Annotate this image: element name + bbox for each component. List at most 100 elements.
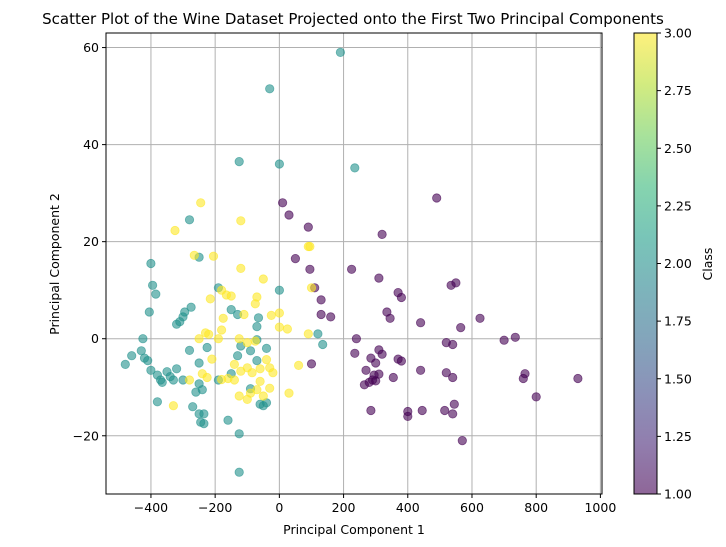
data-point-class-3 bbox=[194, 334, 204, 344]
data-point-class-3 bbox=[274, 308, 284, 318]
data-point-class-1 bbox=[415, 365, 426, 375]
data-point-class-3 bbox=[250, 336, 260, 346]
data-point-class-1 bbox=[364, 377, 374, 387]
data-point-class-1 bbox=[374, 273, 384, 283]
data-point-class-2 bbox=[157, 377, 167, 387]
data-point-class-2 bbox=[168, 375, 178, 385]
data-point-class-1 bbox=[346, 264, 357, 274]
colorbar-tick-label: 2.00 bbox=[664, 256, 692, 271]
colorbar-fill bbox=[634, 33, 657, 494]
data-point-class-2 bbox=[146, 258, 156, 269]
data-point-class-2 bbox=[199, 418, 209, 429]
data-point-class-3 bbox=[226, 291, 236, 301]
data-point-class-2 bbox=[146, 365, 156, 375]
data-point-class-1 bbox=[531, 392, 541, 402]
data-point-class-2 bbox=[223, 415, 233, 425]
x-tick-label: 800 bbox=[524, 500, 548, 515]
data-point-class-1 bbox=[277, 198, 288, 208]
data-point-class-1 bbox=[448, 372, 458, 383]
data-point-class-2 bbox=[162, 367, 172, 377]
data-point-class-1 bbox=[432, 193, 442, 203]
data-point-class-1 bbox=[377, 229, 387, 239]
data-point-class-2 bbox=[184, 345, 195, 355]
grid-lines bbox=[106, 33, 602, 494]
data-point-class-1 bbox=[371, 358, 381, 368]
data-point-class-1 bbox=[518, 373, 528, 384]
data-point-class-3 bbox=[242, 337, 252, 348]
data-point-class-2 bbox=[184, 215, 195, 225]
data-point-class-1 bbox=[350, 348, 360, 358]
data-point-class-1 bbox=[449, 399, 459, 409]
data-points bbox=[120, 47, 583, 477]
data-point-class-3 bbox=[202, 372, 212, 383]
data-point-class-3 bbox=[303, 329, 313, 339]
y-tick-label: −20 bbox=[73, 428, 99, 443]
y-axis-label: Principal Component 2 bbox=[47, 193, 62, 335]
data-point-class-1 bbox=[284, 210, 294, 220]
data-point-class-2 bbox=[151, 289, 161, 299]
colorbar-tick-label: 2.75 bbox=[664, 83, 692, 98]
data-point-class-1 bbox=[385, 313, 395, 323]
data-point-class-1 bbox=[457, 435, 467, 446]
data-point-class-2 bbox=[120, 359, 130, 369]
data-point-class-1 bbox=[499, 335, 509, 345]
data-point-class-2 bbox=[261, 343, 272, 353]
data-point-class-3 bbox=[284, 388, 294, 398]
data-point-class-3 bbox=[265, 383, 275, 393]
data-point-class-3 bbox=[205, 294, 215, 304]
data-point-class-1 bbox=[366, 405, 376, 416]
data-point-class-2 bbox=[274, 159, 284, 169]
chart-title: Scatter Plot of the Wine Dataset Project… bbox=[42, 10, 664, 28]
x-tick-label: −400 bbox=[134, 500, 168, 515]
data-point-class-2 bbox=[138, 334, 148, 344]
data-point-class-3 bbox=[204, 329, 214, 339]
colorbar-tick-label: 1.00 bbox=[664, 487, 692, 502]
colorbar-label: Class bbox=[700, 248, 715, 281]
data-point-class-1 bbox=[361, 365, 371, 375]
data-point-class-3 bbox=[218, 313, 228, 323]
data-point-class-3 bbox=[252, 385, 262, 395]
data-point-class-3 bbox=[207, 354, 217, 364]
x-tick-label: −200 bbox=[198, 500, 232, 515]
data-point-class-1 bbox=[415, 318, 426, 328]
colorbar-tick-label: 1.75 bbox=[664, 314, 692, 329]
data-point-class-2 bbox=[313, 329, 323, 339]
data-point-class-1 bbox=[377, 349, 387, 359]
data-point-class-2 bbox=[234, 429, 244, 439]
data-point-class-2 bbox=[318, 339, 328, 350]
y-tick-label: 20 bbox=[83, 234, 99, 249]
x-tick-label: 0 bbox=[275, 500, 283, 515]
colorbar-tick-label: 3.00 bbox=[664, 26, 692, 41]
x-tick-label: 600 bbox=[460, 500, 484, 515]
data-point-class-3 bbox=[189, 250, 199, 260]
data-point-class-3 bbox=[196, 198, 206, 208]
data-point-class-1 bbox=[326, 312, 336, 322]
data-point-class-2 bbox=[234, 157, 244, 167]
data-point-class-1 bbox=[351, 334, 361, 344]
data-point-class-3 bbox=[213, 334, 223, 344]
data-point-class-3 bbox=[247, 368, 257, 378]
data-point-class-3 bbox=[266, 310, 276, 320]
data-point-class-1 bbox=[441, 368, 451, 378]
data-point-class-2 bbox=[245, 346, 256, 356]
data-point-class-2 bbox=[253, 313, 264, 323]
data-point-class-2 bbox=[226, 304, 236, 315]
data-point-class-2 bbox=[202, 342, 212, 353]
data-point-class-3 bbox=[236, 216, 246, 226]
colorbar: 1.00 1.25 1.50 1.75 2.00 2.25 2.50 2.75 3.00 Cla… bbox=[633, 26, 715, 502]
data-point-class-3 bbox=[234, 391, 244, 401]
data-point-class-2 bbox=[350, 163, 360, 173]
data-point-class-3 bbox=[250, 299, 260, 309]
data-point-class-2 bbox=[197, 385, 207, 395]
data-point-class-2 bbox=[199, 409, 209, 419]
data-point-class-2 bbox=[188, 402, 198, 412]
y-tick-label: 60 bbox=[83, 40, 99, 55]
data-point-class-3 bbox=[239, 309, 249, 320]
x-axis-ticks: −400 −200 0 200 400 600 800 1000 bbox=[134, 494, 616, 515]
x-axis-label: Principal Component 1 bbox=[283, 522, 425, 537]
data-point-class-3 bbox=[274, 322, 284, 332]
data-point-class-1 bbox=[456, 322, 466, 333]
data-point-class-1 bbox=[306, 359, 317, 369]
colorbar-tick-label: 2.25 bbox=[664, 198, 692, 213]
